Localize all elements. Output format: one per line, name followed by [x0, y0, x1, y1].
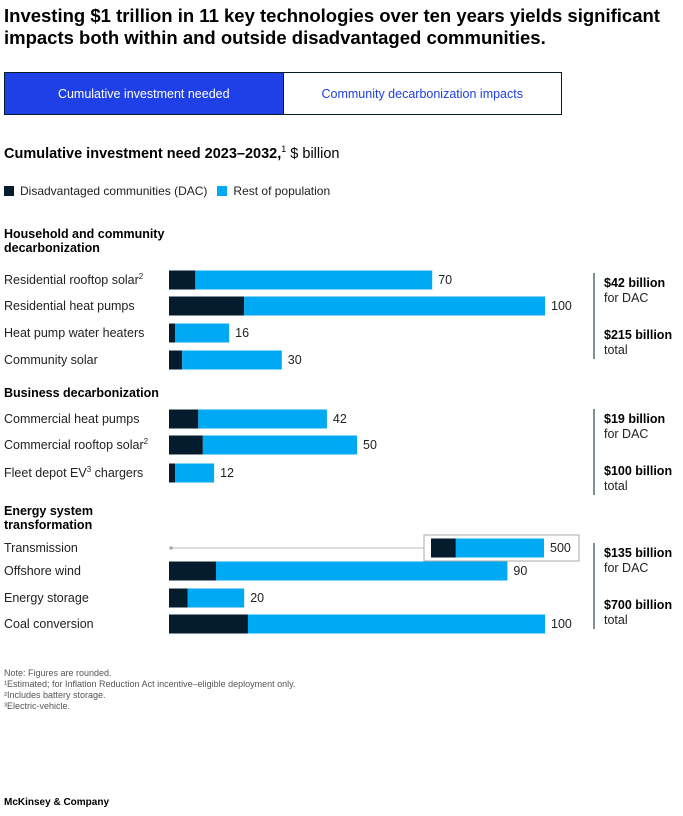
- legend-swatch-dac: [4, 186, 14, 196]
- bar-segment-dac: [169, 561, 216, 581]
- category-label: Residential rooftop solar2: [4, 272, 144, 287]
- bar-segment-dac: [169, 323, 176, 343]
- bar-segment-rest: [187, 588, 245, 608]
- scale-break-frame: [423, 534, 580, 562]
- group-title: Energy system: [4, 504, 93, 518]
- tab-bar: Cumulative investment needed Community d…: [4, 72, 562, 115]
- tab-community-impacts[interactable]: Community decarbonization impacts: [282, 73, 561, 114]
- data-label: 70: [438, 273, 452, 287]
- summary-desc: for DAC: [604, 561, 648, 575]
- bar-segment-dac: [169, 614, 248, 634]
- data-label: 50: [363, 438, 377, 452]
- summary-desc: for DAC: [604, 291, 648, 305]
- bar-segment-rest: [216, 561, 508, 581]
- bar-segment-dac: [169, 270, 196, 290]
- footnote-1: ¹Estimated; for Inflation Reduction Act …: [4, 679, 296, 689]
- category-label: Commercial rooftop solar2: [4, 437, 149, 452]
- data-label: 42: [333, 412, 347, 426]
- tab-cumulative-investment[interactable]: Cumulative investment needed: [5, 73, 283, 114]
- bar-segment-dac: [169, 588, 188, 608]
- category-label: Coal conversion: [4, 617, 94, 631]
- data-label: 100: [551, 617, 572, 631]
- data-label: 100: [551, 299, 572, 313]
- summary-value: $135 billion: [604, 546, 672, 560]
- category-label: Commercial heat pumps: [4, 412, 139, 426]
- category-label: Energy storage: [4, 591, 89, 605]
- footnote-note: Note: Figures are rounded.: [4, 668, 112, 678]
- bar-segment-dac: [431, 538, 456, 558]
- group-title: decarbonization: [4, 241, 100, 255]
- group-title: Household and community: [4, 227, 164, 241]
- bar-segment-rest: [247, 614, 545, 634]
- legend-label-rest: Rest of population: [233, 184, 331, 198]
- bar-segment-dac: [169, 350, 183, 370]
- category-label: Offshore wind: [4, 564, 81, 578]
- brand-logo-text: McKinsey & Company: [4, 797, 110, 808]
- data-label: 30: [288, 353, 302, 367]
- bar-segment-dac: [169, 409, 199, 429]
- legend-label-dac: Disadvantaged communities (DAC): [20, 184, 208, 198]
- category-label: Fleet depot EV3 chargers: [4, 465, 143, 480]
- summary-value: $100 billion: [604, 464, 672, 478]
- footnote-2: ²Includes battery storage.: [4, 690, 106, 700]
- summary-value: $215 billion: [604, 328, 672, 342]
- footnote-3: ³Electric-vehicle.: [4, 701, 71, 711]
- category-label: Residential heat pumps: [4, 299, 135, 313]
- legend-item-rest: Rest of population: [217, 184, 330, 198]
- category-label: Heat pump water heaters: [4, 326, 144, 340]
- footnotes: Note: Figures are rounded. ¹Estimated; f…: [4, 668, 296, 712]
- legend-item-dac: Disadvantaged communities (DAC): [4, 184, 207, 198]
- group-title: transformation: [4, 518, 92, 532]
- summary-value: $700 billion: [604, 598, 672, 612]
- bar-segment-rest: [198, 409, 327, 429]
- data-label: 20: [250, 591, 264, 605]
- subtitle-unit: $ billion: [286, 145, 340, 162]
- summary-desc: for DAC: [604, 427, 648, 441]
- subtitle-main: Cumulative investment need 2023–2032,: [4, 145, 282, 162]
- summary-desc: total: [604, 613, 628, 627]
- data-label: 90: [513, 564, 527, 578]
- subtitle-footnote: 1: [281, 144, 287, 154]
- category-label: Community solar: [4, 353, 98, 367]
- bar-segment-rest: [175, 463, 215, 483]
- data-label: 500: [550, 541, 571, 555]
- bar-segment-dac: [169, 296, 245, 316]
- summary-value: $19 billion: [604, 412, 665, 426]
- bar-segment-rest: [182, 350, 282, 370]
- category-label: Transmission: [4, 541, 78, 555]
- bar-segment-rest: [195, 270, 433, 290]
- data-label: 12: [220, 466, 234, 480]
- legend: Disadvantaged communities (DAC) Rest of …: [4, 184, 340, 198]
- chart-subtitle: Cumulative investment need 2023–2032,1 $…: [4, 144, 339, 162]
- bar-segment-rest: [455, 538, 544, 558]
- summary-value: $42 billion: [604, 276, 665, 290]
- bar-segment-dac: [169, 435, 203, 455]
- chart-title: Investing $1 trillion in 11 key technolo…: [4, 5, 660, 48]
- bar-segment-rest: [175, 323, 230, 343]
- bar-segment-rest: [202, 435, 357, 455]
- data-label: 16: [235, 326, 249, 340]
- summary-desc: total: [604, 343, 628, 357]
- group-title: Business decarbonization: [4, 386, 159, 400]
- legend-swatch-rest: [217, 186, 228, 196]
- scale-break-dot: [169, 546, 173, 550]
- bar-segment-rest: [244, 296, 545, 316]
- summary-desc: total: [604, 479, 628, 493]
- bar-segment-dac: [169, 463, 176, 483]
